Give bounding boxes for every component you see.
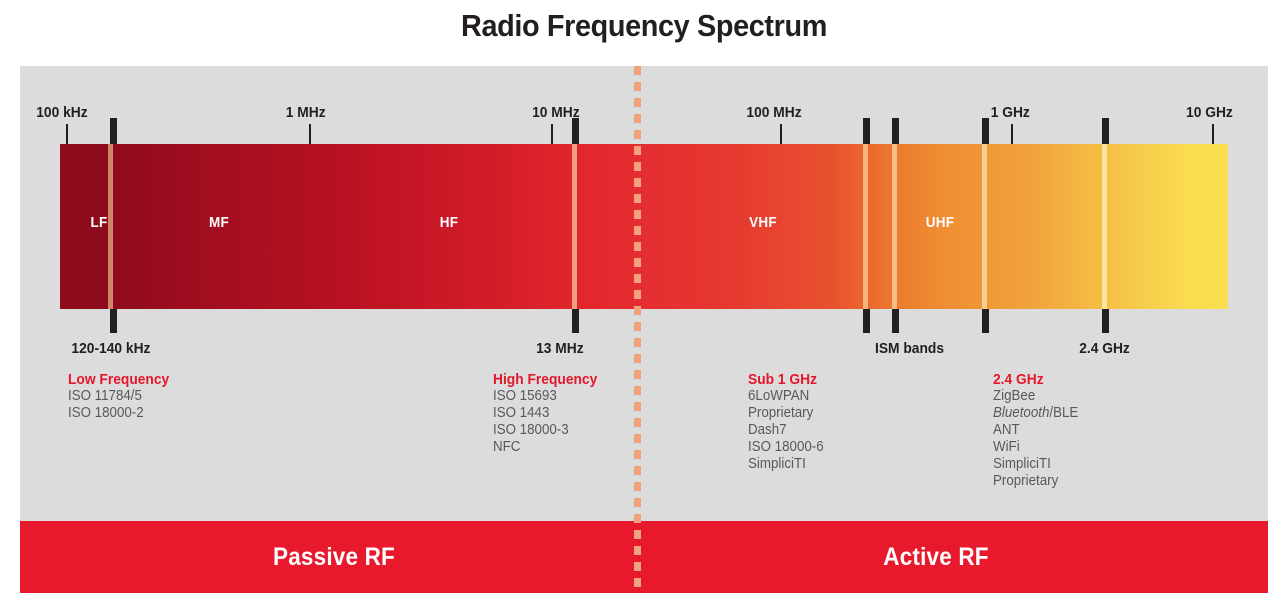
tech-group-low-frequency: Low Frequency ISO 11784/5 ISO 18000-2	[68, 372, 178, 422]
tech-item: SimpliciTI	[748, 456, 806, 472]
tech-item: ANT	[993, 422, 1020, 438]
axis-tick-100mhz	[780, 124, 782, 144]
marker-bottom-ism-bands	[982, 309, 989, 333]
tech-item: SimpliciTI	[993, 456, 1051, 472]
tech-item: Dash7	[748, 422, 787, 438]
band-divider-3	[863, 144, 868, 309]
tech-item-bluetooth: Bluetooth/BLE	[993, 405, 1079, 421]
axis-label-ism-bands: ISM bands	[875, 340, 945, 357]
tech-group-2-4ghz: 2.4 GHz ZigBee Bluetooth/BLE ANT WiFi Si…	[993, 372, 1086, 490]
marker-bottom-120-140khz	[110, 309, 117, 333]
band-label-vhf: VHF	[749, 214, 777, 231]
band-label-hf: HF	[439, 214, 459, 231]
axis-label-1mhz: 1 MHz	[285, 104, 326, 121]
axis-tick-1mhz	[309, 124, 311, 144]
footer-bar: Passive RF Active RF	[20, 521, 1268, 593]
tech-item: ISO 18000-3	[493, 422, 569, 438]
axis-label-1ghz: 1 GHz	[990, 104, 1030, 121]
spectrum-gradient-bar: LF MF HF VHF UHF	[60, 144, 1228, 309]
tech-item: NFC	[493, 439, 521, 455]
axis-tick-1ghz	[1011, 124, 1013, 144]
axis-tick-10ghz	[1212, 124, 1214, 144]
tech-item: Proprietary	[748, 405, 814, 421]
band-divider-6	[1102, 144, 1107, 309]
tech-group-heading: High Frequency	[493, 371, 598, 388]
axis-label-100mhz: 100 MHz	[746, 104, 802, 121]
band-divider-2	[572, 144, 577, 309]
footer-label-active-rf: Active RF	[883, 543, 989, 571]
band-divider-4	[892, 144, 897, 309]
axis-label-100khz: 100 kHz	[36, 104, 88, 121]
tech-item: ISO 18000-6	[748, 439, 824, 455]
tech-group-heading: Low Frequency	[68, 371, 170, 388]
tech-item: ISO 18000-2	[68, 405, 144, 421]
axis-label-2-4ghz: 2.4 GHz	[1079, 340, 1130, 357]
axis-tick-10mhz	[551, 124, 553, 144]
bluetooth-italic-text: Bluetooth	[993, 405, 1050, 421]
marker-bottom-ism-low	[863, 309, 870, 333]
marker-top-ism-high	[892, 118, 899, 144]
band-divider-5	[982, 144, 987, 309]
marker-top-ism-low	[863, 118, 870, 144]
band-label-uhf: UHF	[925, 214, 955, 231]
tech-group-high-frequency: High Frequency ISO 15693 ISO 1443 ISO 18…	[493, 372, 606, 456]
marker-bottom-2-4ghz	[1102, 309, 1109, 333]
axis-label-10mhz: 10 MHz	[532, 104, 580, 121]
marker-top-13mhz	[572, 118, 579, 144]
band-label-mf: MF	[208, 214, 230, 231]
axis-label-120-140khz: 120-140 kHz	[71, 340, 151, 357]
footer-label-passive-rf: Passive RF	[273, 543, 395, 571]
marker-bottom-ism-high	[892, 309, 899, 333]
marker-top-120-140khz	[110, 118, 117, 144]
tech-group-sub-1ghz: Sub 1 GHz 6LoWPAN Proprietary Dash7 ISO …	[748, 372, 830, 473]
tech-item: ISO 1443	[493, 405, 550, 421]
tech-group-heading: 2.4 GHz	[993, 371, 1044, 388]
tech-item: WiFi	[993, 439, 1020, 455]
page-title: Radio Frequency Spectrum	[461, 8, 827, 43]
axis-label-13mhz: 13 MHz	[536, 340, 584, 357]
marker-bottom-13mhz	[572, 309, 579, 333]
marker-top-ism-bands	[982, 118, 989, 144]
tech-item: 6LoWPAN	[748, 388, 810, 404]
marker-top-2-4ghz	[1102, 118, 1109, 144]
tech-item: ZigBee	[993, 388, 1036, 404]
tech-item: ISO 11784/5	[68, 388, 142, 404]
passive-active-divider	[634, 66, 641, 593]
axis-tick-100khz	[66, 124, 68, 144]
tech-group-heading: Sub 1 GHz	[748, 371, 818, 388]
axis-label-10ghz: 10 GHz	[1186, 104, 1233, 121]
band-label-lf: LF	[90, 214, 108, 231]
tech-item: ISO 15693	[493, 388, 557, 404]
tech-item: Proprietary	[993, 473, 1059, 489]
band-divider-1	[108, 144, 113, 309]
